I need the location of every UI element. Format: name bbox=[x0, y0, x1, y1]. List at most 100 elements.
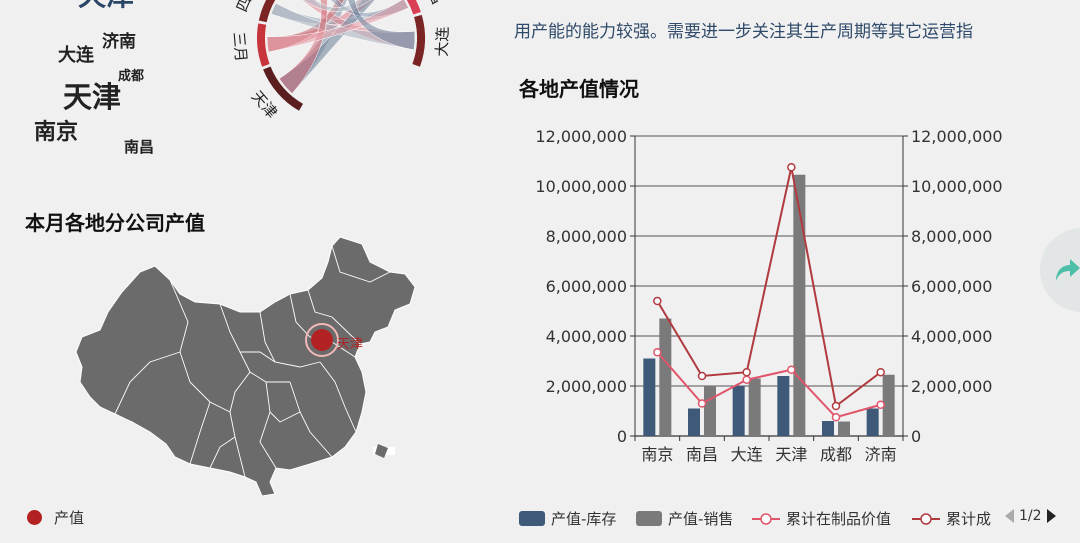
chord-arc[interactable] bbox=[412, 14, 425, 67]
word-tianjin[interactable]: 天津 bbox=[63, 80, 122, 114]
summary-line-3 bbox=[514, 48, 1054, 62]
legend-series-cumulative[interactable]: 累计成 bbox=[912, 508, 991, 529]
word-nanchang[interactable]: 南昌 bbox=[124, 138, 155, 156]
word-chengdu[interactable]: 成都 bbox=[118, 69, 145, 84]
chord-arc[interactable] bbox=[263, 66, 303, 111]
line-point[interactable] bbox=[653, 296, 662, 306]
chord-ribbons bbox=[266, 0, 416, 94]
line-wip bbox=[656, 351, 881, 419]
y-tick-right: 10,000,000 bbox=[911, 177, 1003, 196]
bar-stock[interactable] bbox=[866, 408, 879, 437]
word-nanjing[interactable]: 南京 bbox=[34, 120, 79, 145]
bar-stock[interactable] bbox=[822, 421, 834, 436]
y-tick-left: 10,000,000 bbox=[535, 177, 627, 196]
chord-arc[interactable] bbox=[257, 23, 270, 67]
pager-text: 1/2 bbox=[1019, 508, 1042, 524]
summary-paragraph: 用产能的能力较强。需要进一步关注其生产周期等其它运营指 bbox=[514, 0, 1054, 62]
word-dalian[interactable]: 大连 bbox=[58, 45, 94, 66]
line-point[interactable] bbox=[653, 348, 662, 357]
summary-line-1 bbox=[514, 0, 1054, 16]
y-tick-right: 12,000,000 bbox=[911, 127, 1003, 146]
bar-sales[interactable] bbox=[838, 421, 850, 437]
chord-ribbon bbox=[266, 0, 409, 53]
bar-sales[interactable] bbox=[748, 378, 761, 437]
chord-arc[interactable] bbox=[258, 0, 279, 23]
x-tick-label: 济南 bbox=[865, 445, 897, 464]
triangle-left-icon[interactable] bbox=[1005, 509, 1014, 523]
share-button[interactable] bbox=[1040, 228, 1080, 312]
x-tick-label: 南京 bbox=[641, 445, 673, 464]
x-tick-label: 成都 bbox=[820, 445, 852, 464]
bar-sales[interactable] bbox=[704, 386, 716, 436]
y-tick-left: 8,000,000 bbox=[546, 227, 627, 246]
line-point[interactable] bbox=[697, 399, 707, 408]
legend-label: 累计成 bbox=[946, 510, 992, 528]
y-tick-left: 2,000,000 bbox=[546, 377, 627, 396]
chart-title: 各地产值情况 bbox=[519, 77, 639, 101]
y-tick-right: 6,000,000 bbox=[911, 277, 992, 296]
y-tick-right: 2,000,000 bbox=[911, 377, 992, 396]
bar-sales[interactable] bbox=[659, 318, 672, 437]
x-tick-label: 天津 bbox=[775, 445, 807, 464]
word-cloud: 天津 济南 大连 成都 天津 南京 南昌 bbox=[0, 0, 240, 170]
line-point[interactable] bbox=[831, 401, 841, 411]
legend-series-stock[interactable]: 产值-库存 bbox=[519, 508, 616, 529]
chord-arc[interactable] bbox=[401, 0, 421, 15]
production-chart: 0 0 2,000,000 2,000,000 4,000,000 4,000,000 6,… bbox=[535, 127, 1003, 464]
bar-sales[interactable] bbox=[793, 174, 806, 436]
map-marker-label: 天津 bbox=[337, 337, 364, 352]
line-point[interactable] bbox=[787, 163, 796, 172]
y-tick-right: 0 bbox=[911, 427, 921, 446]
legend-pager: 1/2 bbox=[1005, 508, 1056, 524]
line-point[interactable] bbox=[742, 375, 751, 384]
bar-stock[interactable] bbox=[643, 358, 656, 437]
line-point[interactable] bbox=[831, 413, 841, 422]
legend-line-icon bbox=[912, 512, 940, 525]
island-shape bbox=[375, 444, 388, 458]
legend-dot-icon bbox=[27, 510, 42, 525]
chord-label: 天津 bbox=[248, 87, 281, 121]
line-point[interactable] bbox=[876, 400, 885, 409]
legend-series-wip[interactable]: 累计在制品价值 bbox=[752, 508, 891, 529]
legend-series-sales[interactable]: 产值-销售 bbox=[636, 508, 733, 529]
legend-label: 产值-销售 bbox=[668, 510, 734, 528]
legend-label: 产值-库存 bbox=[551, 510, 617, 528]
y-tick-left: 12,000,000 bbox=[535, 127, 627, 146]
bar-stock[interactable] bbox=[688, 408, 700, 437]
chord-label: 三月 bbox=[230, 31, 251, 62]
legend-swatch bbox=[519, 511, 545, 526]
legend-label: 累计在制品价值 bbox=[786, 510, 892, 528]
legend-swatch bbox=[636, 511, 662, 526]
marker-ripple bbox=[305, 323, 339, 357]
chord-label: 四月 bbox=[233, 0, 261, 14]
chord-diagram: 天津三月四月五月六月七月南京南昌大连 bbox=[230, 0, 452, 122]
province-borders bbox=[114, 245, 391, 478]
line-cumulative bbox=[656, 167, 882, 408]
line-point[interactable] bbox=[787, 365, 796, 374]
word-jinan[interactable]: 济南 bbox=[102, 32, 136, 52]
x-tick-label: 南昌 bbox=[686, 445, 718, 464]
china-map-shape[interactable] bbox=[75, 236, 416, 497]
bar-sales[interactable] bbox=[882, 374, 895, 436]
y-tick-left: 6,000,000 bbox=[546, 277, 627, 296]
y-tick-left: 0 bbox=[617, 427, 627, 446]
line-point[interactable] bbox=[742, 368, 751, 377]
bar-stock[interactable] bbox=[777, 376, 790, 436]
line-point[interactable] bbox=[876, 368, 885, 377]
map-title: 本月各地分公司产值 bbox=[25, 211, 205, 235]
y-tick-left: 4,000,000 bbox=[546, 327, 627, 346]
chord-label: 大连 bbox=[433, 26, 452, 57]
word-cloud-clipped: 天津 bbox=[78, 0, 134, 10]
map-legend[interactable]: 产值 bbox=[27, 507, 84, 528]
triangle-right-icon[interactable] bbox=[1046, 509, 1056, 523]
x-tick-label: 大连 bbox=[731, 445, 763, 464]
map-marker[interactable] bbox=[311, 329, 333, 351]
china-map[interactable] bbox=[70, 232, 430, 502]
map-legend-label: 产值 bbox=[54, 509, 85, 527]
y-tick-right: 8,000,000 bbox=[911, 227, 992, 246]
bar-stock[interactable] bbox=[732, 386, 745, 436]
line-point[interactable] bbox=[697, 371, 707, 381]
chord-label: 南昌 bbox=[417, 0, 447, 7]
summary-line-2: 用产能的能力较强。需要进一步关注其生产周期等其它运营指 bbox=[514, 22, 973, 42]
chord-ribbon bbox=[347, 0, 416, 51]
